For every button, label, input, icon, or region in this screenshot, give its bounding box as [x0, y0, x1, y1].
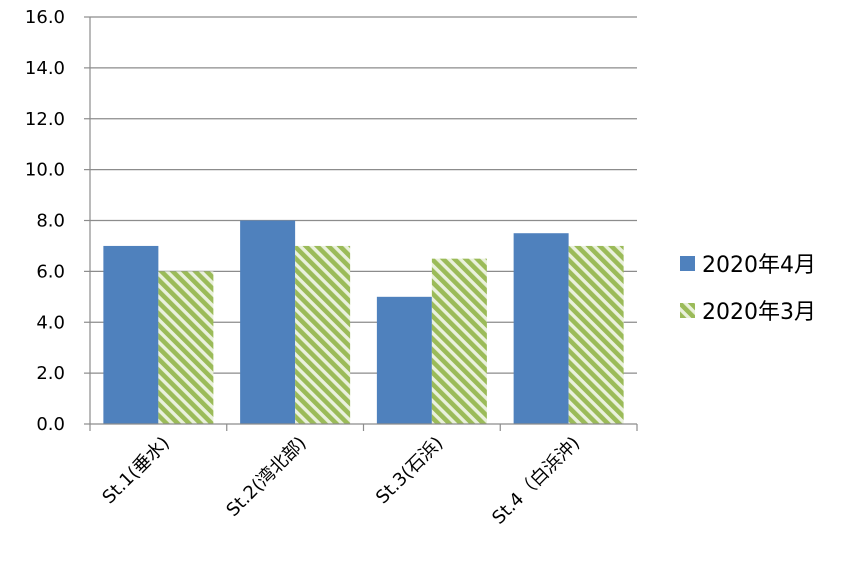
- y-tick-label: 4.0: [36, 312, 65, 333]
- y-tick-label: 16.0: [25, 7, 65, 28]
- y-tick-label: 6.0: [36, 261, 65, 282]
- y-tick-label: 2.0: [36, 363, 65, 384]
- x-tick-label: St.4（白浜沖): [488, 433, 584, 529]
- legend-swatch: [680, 256, 695, 271]
- bar-series-2: [158, 271, 214, 424]
- axes: [84, 16, 638, 431]
- x-tick-labels: St.1(垂水) St.2(湾北部) St.3(石浜) St.4（白浜沖): [98, 433, 584, 529]
- bar-series-2: [431, 258, 487, 424]
- bar-series-1: [103, 245, 159, 424]
- bar-series-1: [376, 296, 432, 424]
- bars: [103, 220, 624, 424]
- y-tick-labels: 0.0 2.0 4.0 6.0 8.0 10.0 12.0 14.0 16.0: [25, 7, 65, 435]
- legend: 2020年4月 2020年3月: [680, 253, 816, 325]
- y-tick-label: 0.0: [36, 414, 65, 435]
- y-tick-label: 14.0: [25, 58, 65, 79]
- bar-series-1: [240, 220, 296, 424]
- legend-label: 2020年4月: [702, 253, 816, 278]
- y-tick-label: 8.0: [36, 211, 65, 232]
- bar-series-2: [295, 245, 351, 424]
- legend-label: 2020年3月: [702, 300, 816, 325]
- bar-series-1: [513, 233, 569, 424]
- x-tick-label: St.3(石浜): [372, 433, 447, 508]
- x-tick-label: St.2(湾北部): [222, 433, 310, 521]
- x-tick-label: St.1(垂水): [98, 433, 173, 508]
- legend-swatch: [680, 303, 695, 318]
- y-tick-label: 12.0: [25, 109, 65, 130]
- y-tick-label: 10.0: [25, 160, 65, 181]
- bar-series-2: [568, 245, 624, 424]
